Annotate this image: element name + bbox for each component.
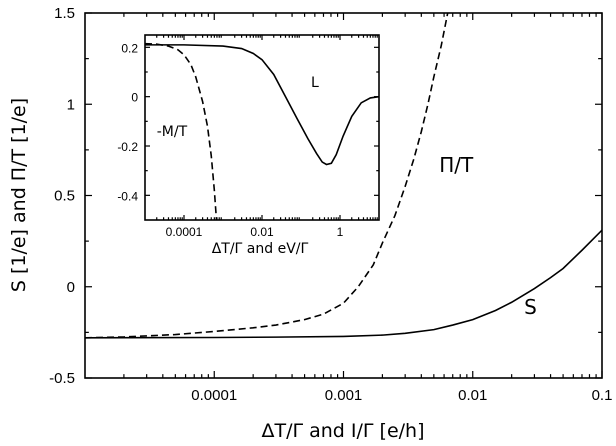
inset-y-tick-label: -0.2 (117, 140, 138, 154)
inset-series-m-t-line (145, 42, 218, 220)
inset-curves (145, 42, 379, 220)
main-y-axis-label: S [1/e] and Π/T [1/e] (8, 98, 30, 292)
inset-x-tick-label: 0.0001 (166, 225, 203, 239)
inset-y-tick-label: 0 (131, 91, 138, 105)
inset-series-labels: L -M/T (157, 75, 319, 140)
main-x-tick-label: 0.0001 (191, 387, 237, 404)
main-y-tick-label: 1 (67, 96, 75, 113)
main-tick-labels: 0.0001 0.001 0.01 0.1 -0.5 0 0.5 1 1.5 (49, 5, 612, 404)
inset-x-tick-label: 0.01 (250, 225, 274, 239)
main-curves (85, 13, 602, 339)
main-series-label-t: Π/T (439, 153, 474, 177)
main-series-s-line (85, 229, 602, 339)
inset-ticks (145, 35, 379, 220)
inset-y-tick-label: 0.2 (121, 41, 138, 55)
main-x-tick-label: 0.1 (592, 387, 613, 404)
main-plot: 0.0001 0.001 0.01 0.1 -0.5 0 0.5 1 1.5 ΔT/Γ and … (8, 5, 612, 442)
inset-background (145, 35, 379, 220)
main-ticks (85, 12, 603, 379)
inset-tick-labels: 0.0001 0.01 1 0.2 0 -0.2 -0.4 (117, 41, 343, 239)
main-x-tick-label: 0.001 (325, 387, 363, 404)
inset-y-tick-label: -0.4 (117, 189, 138, 203)
main-series-label-s: S (524, 295, 537, 319)
inset-series-label-m-t: -M/T (157, 124, 188, 140)
inset-series-l-line (145, 44, 379, 166)
inset-plot: 0.0001 0.01 1 0.2 0 -0.2 -0.4 ΔT/Γ and eV/Γ L -… (117, 34, 380, 257)
main-series-t-line (85, 13, 449, 339)
main-x-axis-label: ΔT/Γ and I/Γ [e/h] (261, 420, 424, 442)
main-y-tick-label: 1.5 (54, 5, 75, 22)
main-x-tick-label: 0.01 (458, 387, 487, 404)
main-y-tick-label: -0.5 (49, 370, 75, 387)
main-series-labels: S Π/T (439, 153, 537, 319)
inset-x-tick-label: 1 (337, 225, 344, 239)
inset-x-axis-label: ΔT/Γ and eV/Γ (212, 241, 309, 257)
main-y-tick-label: 0 (67, 279, 75, 296)
main-y-tick-label: 0.5 (54, 188, 75, 205)
inset-series-label-l: L (311, 75, 319, 91)
